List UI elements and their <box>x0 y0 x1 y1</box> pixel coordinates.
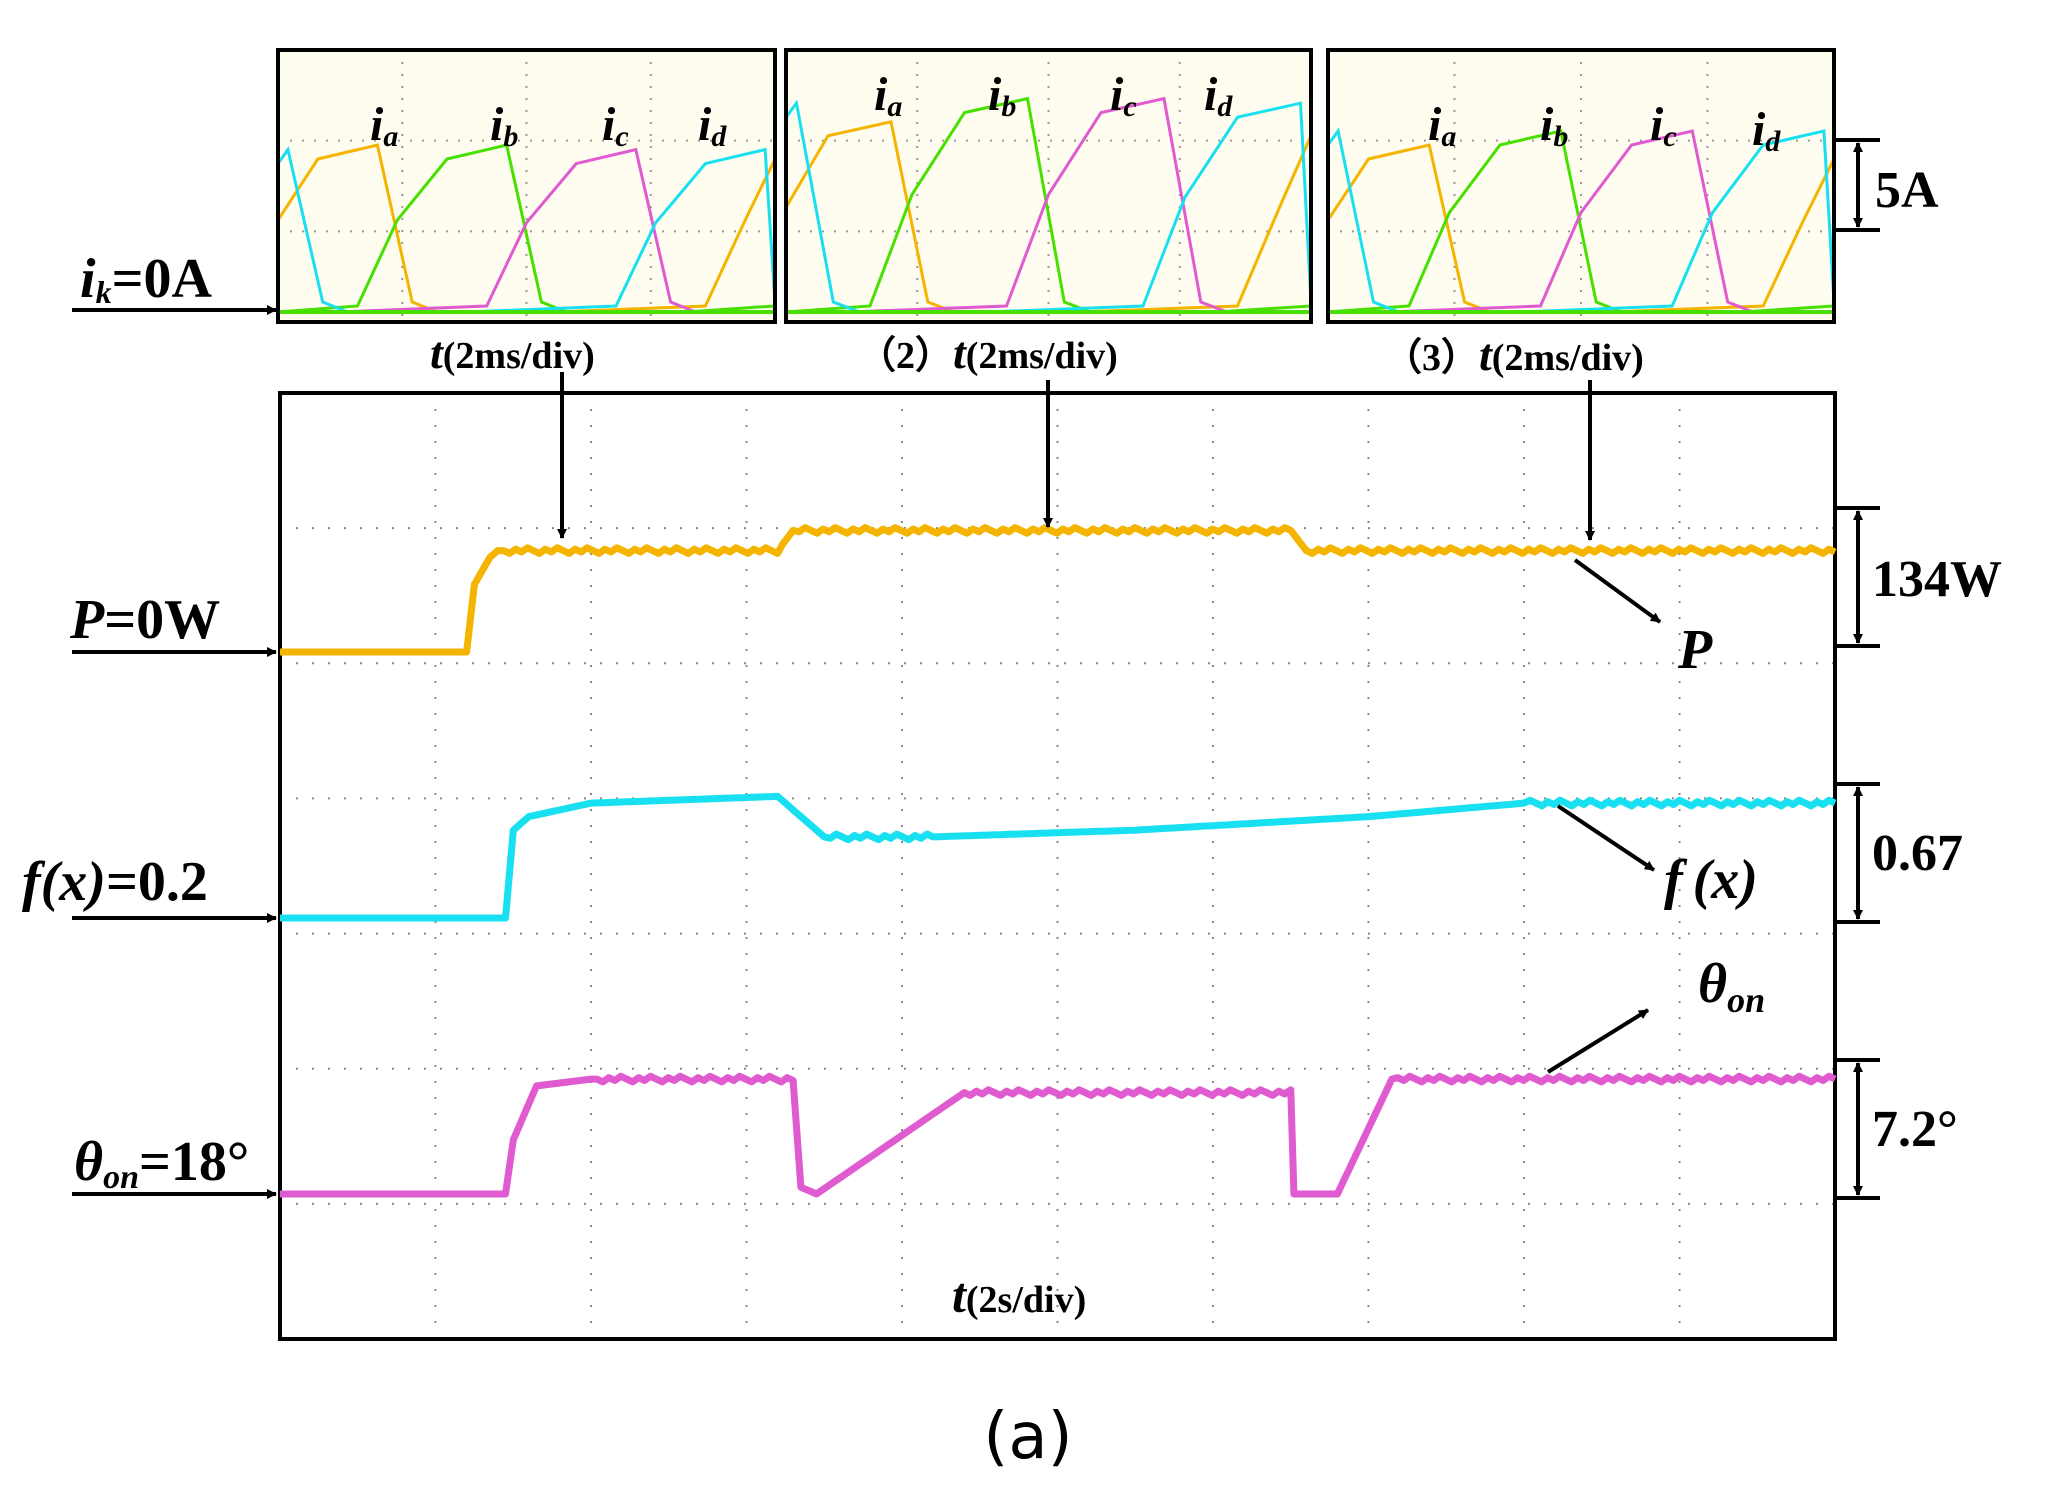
inset-2 <box>784 48 1313 324</box>
inset-3-label-id: id <box>1752 103 1781 158</box>
inset-1-label-ib: ib <box>490 98 518 153</box>
inset-1 <box>276 48 777 324</box>
scale-bar-theta <box>1836 1058 1880 1200</box>
ik-zero-label: ik=0A <box>80 248 212 310</box>
scale-bar-power <box>1836 506 1880 648</box>
inset-3-label-ia: ia <box>1428 98 1456 153</box>
theta-trace-arrow <box>1546 1008 1650 1074</box>
figure-label: (a) <box>983 1400 1072 1474</box>
trace-fx <box>280 792 1837 922</box>
inset-2-time-label: （2）t(2ms/div) <box>858 327 1118 378</box>
theta-trace-label: θon <box>1698 953 1765 1020</box>
inset-2-label-ic: ic <box>1110 68 1137 123</box>
p-zero-label: P=0W <box>69 589 220 651</box>
main-plot-frame <box>278 391 1837 1341</box>
scale-bar-fx <box>1836 782 1880 924</box>
scale-label-power: 134W <box>1872 551 2002 608</box>
inset-3-frame <box>1326 48 1836 324</box>
fx-zero-label: f(x)=0.2 <box>22 851 208 913</box>
inset-3-label-ic: ic <box>1650 98 1677 153</box>
scale-bar-current <box>1836 138 1880 232</box>
main-traces <box>280 524 1837 1198</box>
scale-label-theta: 7.2° <box>1872 1101 1958 1158</box>
fx-trace-label: f (x) <box>1664 849 1758 911</box>
p-trace-label: P <box>1677 619 1713 681</box>
inset-1-label-id: id <box>698 98 727 153</box>
inset-2-frame <box>784 48 1313 324</box>
scale-label-current: 5A <box>1875 162 1939 219</box>
trace-p <box>280 524 1837 656</box>
fx-trace-arrow <box>1556 804 1656 872</box>
trace-theta-on <box>280 1072 1837 1198</box>
theta-zero-label: θon=18° <box>74 1131 249 1196</box>
inset-1-label-ia: ia <box>370 98 398 153</box>
inset-2-label-ib: ib <box>988 68 1016 123</box>
x-axis-label: t(2s/div) <box>952 1267 1086 1323</box>
inset-2-label-ia: ia <box>874 68 902 123</box>
inset-2-label-id: id <box>1204 68 1233 123</box>
inset-1-label-ic: ic <box>602 98 629 153</box>
inset-1-frame <box>276 48 777 324</box>
inset-3-label-ib: ib <box>1540 98 1568 153</box>
inset-3 <box>1326 48 1836 324</box>
inset-1-time-label: t(2ms/div) <box>430 327 595 378</box>
p-trace-arrow <box>1573 558 1662 624</box>
scale-label-fx: 0.67 <box>1872 825 1963 882</box>
inset-3-time-label: （3）t(2ms/div) <box>1384 329 1644 380</box>
